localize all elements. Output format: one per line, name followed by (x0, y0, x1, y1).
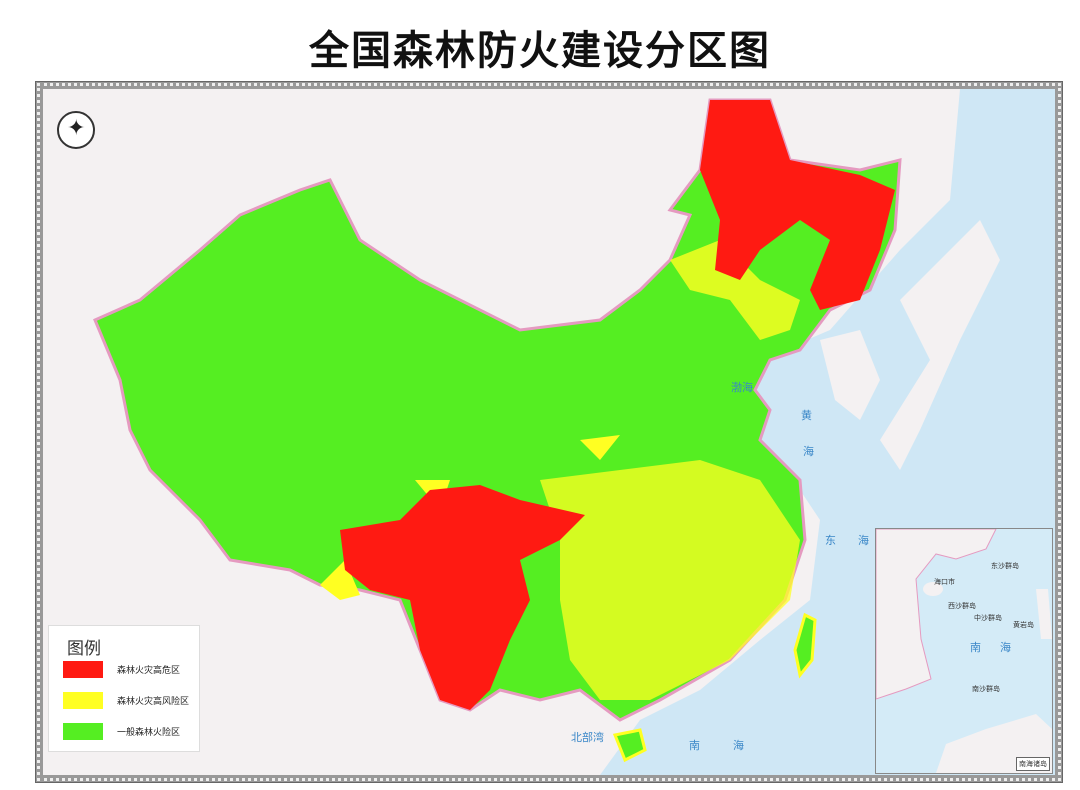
legend-swatch (63, 692, 103, 709)
inset-land (876, 529, 997, 700)
map-canvas (43, 89, 1000, 775)
legend-item-high-risk: 森林火灾高风险区 (63, 692, 189, 709)
island-label: 海口市 (934, 578, 955, 586)
sea-label-nanhai: 南 (689, 739, 700, 752)
yellow-zone (670, 240, 800, 340)
legend-label: 森林火灾高风险区 (117, 697, 190, 707)
sea-label-beibuwan: 北部湾 (571, 731, 604, 744)
sea-label-nanhai: 海 (733, 739, 744, 752)
legend-swatch (63, 661, 103, 678)
red-zone-northeast (700, 100, 895, 310)
inset-sea-label: 海 (1000, 641, 1011, 654)
red-zone-southwest (340, 485, 585, 710)
sea-label-donghai: 东 (825, 534, 836, 547)
sea-label-donghai: 海 (858, 534, 869, 547)
island-label: 西沙群岛 (948, 602, 976, 610)
map-title: 全国森林防火建设分区图 (309, 28, 771, 74)
inset-hainan (923, 582, 943, 596)
compass: ✦ (57, 111, 95, 149)
legend-swatch (63, 723, 103, 740)
legend: 图例 森林火灾高危区 森林火灾高风险区 一般森林火险区 (48, 625, 200, 752)
legend-label: 森林火灾高危区 (117, 666, 181, 676)
taiwan (793, 612, 817, 679)
island-label: 南沙群岛 (972, 685, 1000, 693)
korea-japan (820, 220, 1000, 470)
north-arrow-icon: ✦ (67, 116, 86, 141)
yellow-zone (540, 460, 800, 700)
inset-sea-label: 南 (970, 641, 981, 654)
yellow-zone (320, 435, 620, 600)
island-label: 黄岩岛 (1013, 621, 1034, 629)
south-china-sea-inset: 东沙群岛 西沙群岛 中沙群岛 黄岩岛 南沙群岛 海口市 南 海 南海诸岛 (875, 528, 1053, 774)
inset-canvas (876, 529, 1052, 773)
inset-title: 南海诸岛 (1016, 757, 1050, 771)
sea-label-huanghai: 海 (803, 445, 814, 458)
legend-item-high-danger: 森林火灾高危区 (63, 661, 180, 678)
inset-land (1036, 589, 1052, 639)
legend-item-general: 一般森林火险区 (63, 723, 180, 740)
sea-label-huanghai: 黄 (801, 409, 812, 422)
map-frame: ✦ 渤海 黄 海 东 海 南 海 北部湾 (35, 81, 1063, 783)
sea-label-bohai: 渤海 (731, 381, 753, 394)
island-label: 中沙群岛 (974, 614, 1002, 622)
island-label: 东沙群岛 (991, 562, 1019, 570)
legend-label: 一般森林火险区 (117, 728, 181, 738)
hainan (612, 728, 647, 763)
legend-heading: 图例 (67, 639, 101, 659)
